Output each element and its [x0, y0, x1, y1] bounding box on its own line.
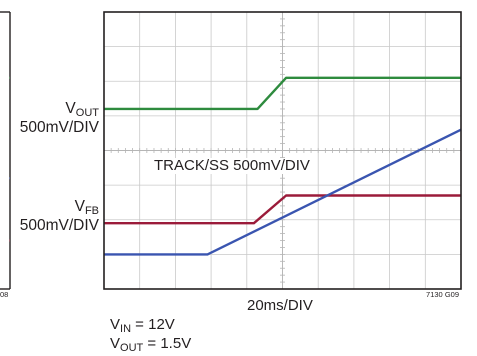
- left-panel-partial: [0, 11, 11, 290]
- condition-vin: VIN = 12V: [110, 316, 175, 335]
- vout-channel-label: VOUT: [65, 100, 99, 119]
- x-axis-label: 20ms/DIV: [247, 297, 313, 314]
- track-ss-trace: [104, 128, 462, 256]
- figure-id: 7130 G09: [426, 290, 459, 299]
- chart-traces: [104, 76, 462, 256]
- chart-grid: [103, 11, 462, 290]
- condition-vout: VOUT = 1.5V: [110, 335, 192, 354]
- vfb-scale-label: 500mV/DIV: [19, 217, 99, 234]
- vfb-trace: [104, 194, 461, 225]
- vfb-channel-label: VFB: [74, 198, 99, 217]
- left-panel-figure-id: 08: [0, 290, 9, 299]
- vout-scale-label: 500mV/DIV: [19, 119, 99, 136]
- vout-trace: [104, 76, 461, 111]
- chart-frame: [103, 11, 462, 290]
- track-ss-annotation: TRACK/SS 500mV/DIV: [150, 158, 314, 174]
